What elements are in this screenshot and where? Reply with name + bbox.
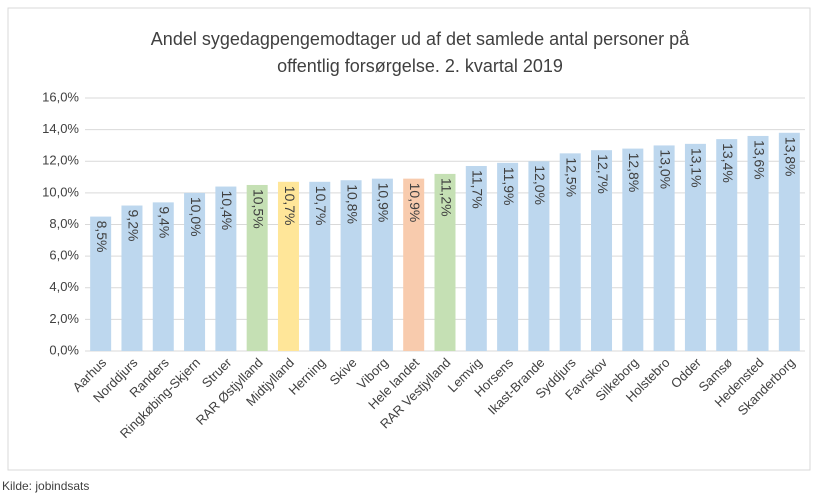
bar xyxy=(277,181,299,351)
bar xyxy=(497,162,519,351)
value-label: 12,7% xyxy=(595,154,611,194)
bar xyxy=(152,202,174,351)
value-label: 10,9% xyxy=(407,183,423,223)
y-tick-label: 10,0% xyxy=(42,184,79,199)
bar xyxy=(184,192,206,351)
y-tick-label: 8,0% xyxy=(49,216,79,231)
value-label: 13,4% xyxy=(720,143,736,183)
bar xyxy=(559,153,581,351)
y-tick-label: 6,0% xyxy=(49,248,79,263)
chart-title: Andel sygedagpengemodtager ud af det sam… xyxy=(151,29,690,49)
value-label: 13,1% xyxy=(689,148,705,188)
value-label: 9,4% xyxy=(157,206,173,238)
bar xyxy=(622,148,644,351)
bar xyxy=(215,186,237,351)
value-label: 13,0% xyxy=(657,149,673,189)
value-label: 12,0% xyxy=(532,165,548,205)
bar xyxy=(528,161,550,351)
value-label: 11,7% xyxy=(470,170,486,209)
value-label: 10,8% xyxy=(344,184,360,224)
y-tick-label: 0,0% xyxy=(49,342,79,357)
bar xyxy=(653,145,675,351)
bar xyxy=(246,184,268,351)
value-label: 12,8% xyxy=(626,153,642,193)
value-label: 11,2% xyxy=(438,178,454,217)
value-label: 10,0% xyxy=(188,197,204,237)
value-label: 10,4% xyxy=(219,191,235,231)
y-tick-label: 4,0% xyxy=(49,279,79,294)
bar xyxy=(371,178,393,351)
y-tick-label: 12,0% xyxy=(42,153,79,168)
bar xyxy=(90,216,112,351)
bar xyxy=(747,135,769,351)
y-tick-label: 14,0% xyxy=(42,121,79,136)
value-label: 10,7% xyxy=(313,186,329,226)
value-label: 13,8% xyxy=(783,137,799,177)
value-label: 10,5% xyxy=(250,189,266,229)
bar xyxy=(778,132,800,351)
bar xyxy=(684,143,706,351)
value-label: 12,5% xyxy=(564,157,580,197)
value-label: 13,6% xyxy=(751,140,767,180)
chart-title: offentlig forsørgelse. 2. kvartal 2019 xyxy=(277,56,563,76)
bar xyxy=(309,181,331,351)
bar xyxy=(716,139,738,351)
bar xyxy=(121,205,143,351)
bar xyxy=(340,180,362,351)
value-label: 10,7% xyxy=(282,186,298,226)
value-label: 10,9% xyxy=(376,183,392,223)
bar xyxy=(434,173,456,351)
y-tick-label: 16,0% xyxy=(42,89,79,104)
value-label: 11,9% xyxy=(501,167,517,206)
bar xyxy=(465,165,487,351)
value-label: 9,2% xyxy=(125,210,141,242)
y-tick-label: 2,0% xyxy=(49,311,79,326)
bar xyxy=(591,150,613,351)
source: Kilde: jobindsats xyxy=(2,479,89,493)
bar xyxy=(403,178,425,351)
value-label: 8,5% xyxy=(94,221,110,253)
